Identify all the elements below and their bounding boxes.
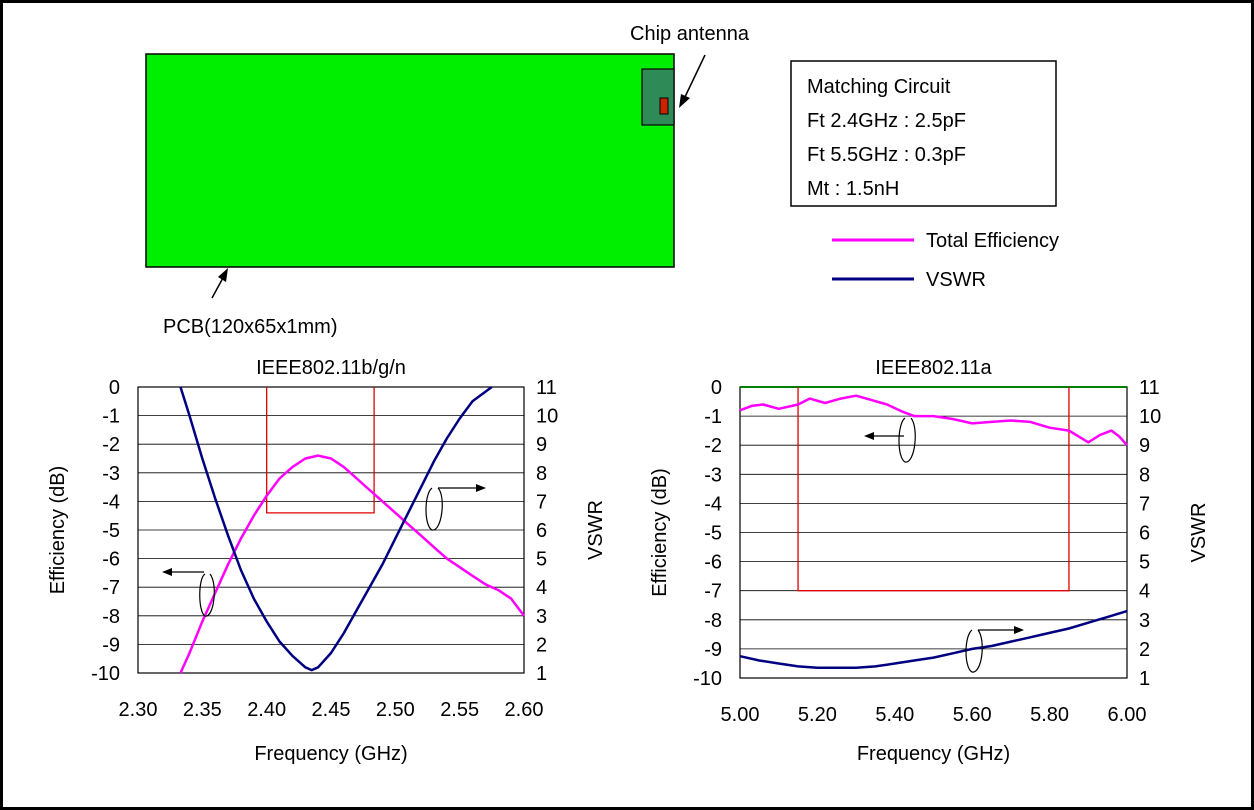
efficiency-axis-indicator-arrowhead — [864, 432, 874, 440]
y2-tick-label: 3 — [536, 606, 547, 628]
x-tick-label: 2.45 — [312, 699, 351, 721]
y2-tick-label: 5 — [536, 549, 547, 571]
y-tick-label: -1 — [704, 406, 722, 428]
x-tick-label: 2.55 — [440, 699, 479, 721]
y2-tick-label: 2 — [1139, 639, 1150, 661]
frequency-band-box — [797, 387, 1070, 592]
vswr-axis-indicator-loop — [965, 629, 983, 673]
y2-axis-label: VSWR — [1188, 503, 1210, 563]
pcb-label-arrowhead — [218, 268, 228, 282]
y-axis-label: Efficiency (dB) — [649, 468, 671, 597]
y2-tick-label: 6 — [1139, 523, 1150, 545]
matching-line-2: Ft 2.4GHz : 2.5pF — [807, 110, 966, 132]
y2-tick-label: 1 — [1139, 668, 1150, 690]
vswr-axis-indicator-arrowhead — [476, 484, 486, 492]
series-line-vswr — [179, 385, 493, 672]
y-tick-label: -7 — [102, 577, 120, 599]
y-tick-label: 0 — [711, 377, 722, 399]
chip-label-arrow — [683, 54, 706, 100]
matching-line-1: Matching Circuit — [807, 76, 951, 98]
y2-tick-label: 3 — [1139, 610, 1150, 632]
x-tick-label: 5.20 — [798, 704, 837, 726]
x-axis-label: Frequency (GHz) — [857, 743, 1010, 765]
y-tick-label: -10 — [693, 668, 722, 690]
y-tick-label: -9 — [704, 639, 722, 661]
x-axis-label: Frequency (GHz) — [254, 743, 407, 765]
y2-tick-label: 11 — [1139, 377, 1160, 399]
legend-label-total-efficiency: Total Efficiency — [926, 230, 1059, 252]
y-tick-label: 0 — [109, 377, 120, 399]
vswr-axis-indicator-loop — [425, 487, 443, 531]
y-tick-label: -6 — [102, 549, 120, 571]
y2-tick-label: 5 — [1139, 552, 1150, 574]
x-tick-label: 5.80 — [1030, 704, 1069, 726]
y-tick-label: -5 — [704, 523, 722, 545]
chart-ieee802-11bgn: 0 -1 -2 -3 -4 -5 -6 -7 -8 -9 -10 11 10 9 8 7 6 5 4 3 2 1 2.30 2… — [47, 357, 607, 765]
x-tick-label: 2.40 — [247, 699, 286, 721]
x-tick-label: 2.35 — [183, 699, 222, 721]
y-tick-label: -4 — [102, 491, 120, 513]
chart-title: IEEE802.11a — [875, 357, 992, 379]
y2-tick-label: 2 — [536, 634, 547, 656]
y-tick-label: -3 — [102, 463, 120, 485]
y-tick-label: -7 — [704, 581, 722, 603]
y2-tick-label: 11 — [536, 377, 557, 399]
y2-tick-label: 10 — [536, 406, 558, 428]
y-tick-label: -2 — [102, 434, 120, 456]
y2-tick-label: 10 — [1139, 406, 1161, 428]
y-tick-label: -6 — [704, 552, 722, 574]
x-tick-label: 5.40 — [875, 704, 914, 726]
matching-circuit-box — [790, 60, 1057, 207]
chart-title: IEEE802.11b/g/n — [256, 357, 406, 379]
y-tick-label: -4 — [704, 493, 722, 515]
x-tick-label: 5.00 — [721, 704, 760, 726]
vswr-axis-indicator-arrowhead — [1014, 626, 1024, 634]
legend-label-vswr: VSWR — [926, 269, 986, 291]
chart-ieee802-11a: 0 -1 -2 -3 -4 -5 -6 -7 -8 -9 -10 11 10 9 8 7 6 5 4 3 2 1 5.00 5… — [649, 357, 1210, 765]
y2-tick-label: 4 — [536, 577, 547, 599]
series-line-vswr — [739, 609, 1128, 670]
y2-axis-label: VSWR — [585, 500, 607, 560]
y2-tick-label: 6 — [536, 520, 547, 542]
efficiency-axis-indicator-loop — [199, 573, 215, 617]
efficiency-axis-indicator-arrowhead — [162, 568, 172, 576]
y2-tick-label: 4 — [1139, 581, 1150, 603]
y-tick-label: -8 — [704, 610, 722, 632]
y-tick-label: -8 — [102, 606, 120, 628]
y-tick-label: -2 — [704, 435, 722, 457]
x-tick-label: 2.30 — [119, 699, 158, 721]
y2-tick-label: 9 — [1139, 435, 1150, 457]
chip-antenna-block — [641, 68, 675, 126]
y-tick-label: -10 — [91, 663, 120, 685]
y-tick-label: -3 — [704, 464, 722, 486]
y-tick-label: -5 — [102, 520, 120, 542]
y2-tick-label: 7 — [1139, 493, 1150, 515]
pcb-label: PCB(120x65x1mm) — [163, 316, 338, 338]
y2-tick-label: 7 — [536, 491, 547, 513]
x-tick-label: 2.60 — [505, 699, 544, 721]
chip-label-arrowhead — [679, 94, 690, 108]
y2-tick-label: 8 — [1139, 464, 1150, 486]
efficiency-axis-indicator-loop — [898, 417, 916, 463]
frequency-band-box — [266, 387, 375, 514]
pcb-board — [145, 53, 675, 268]
x-tick-label: 2.50 — [376, 699, 415, 721]
y-axis-label: Efficiency (dB) — [47, 466, 69, 595]
y-tick-label: -9 — [102, 634, 120, 656]
feed-point — [659, 97, 669, 115]
y2-tick-label: 8 — [536, 463, 547, 485]
x-tick-label: 6.00 — [1108, 704, 1147, 726]
matching-line-3: Ft 5.5GHz : 0.3pF — [807, 144, 966, 166]
matching-line-4: Mt : 1.5nH — [807, 178, 899, 200]
y-tick-label: -1 — [102, 406, 120, 428]
pcb-label-arrow — [211, 275, 225, 299]
y2-tick-label: 9 — [536, 434, 547, 456]
chip-antenna-label: Chip antenna — [630, 23, 750, 45]
y2-tick-label: 1 — [536, 663, 547, 685]
x-tick-label: 5.60 — [953, 704, 992, 726]
series-line-total-efficiency — [739, 394, 1128, 447]
